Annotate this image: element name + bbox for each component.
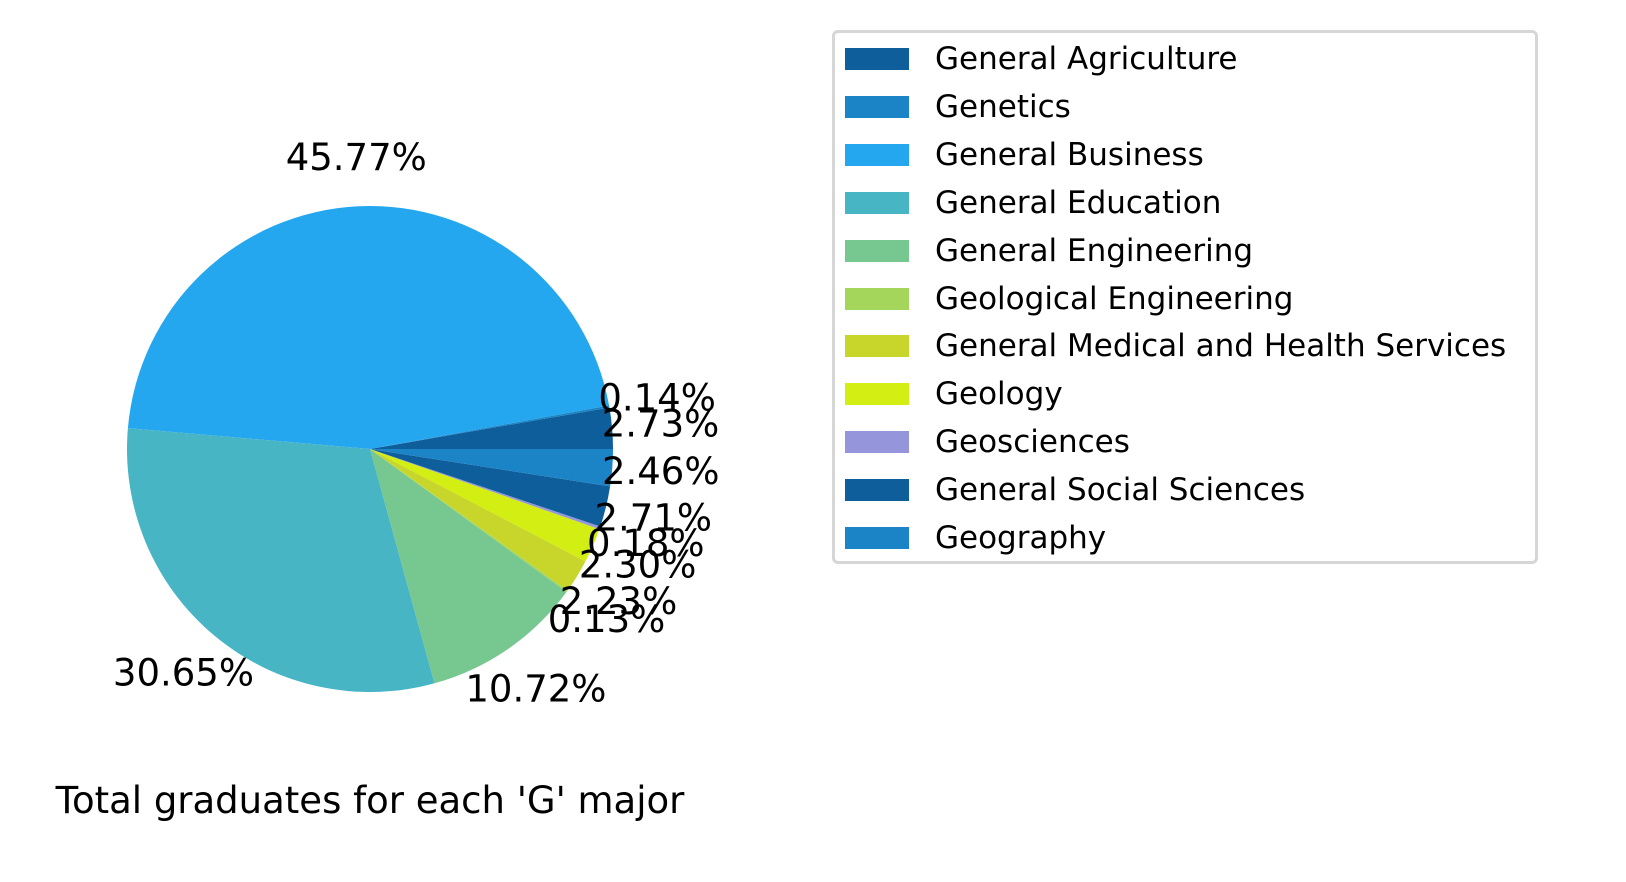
legend-label: Geological Engineering bbox=[935, 280, 1294, 317]
legend-swatch bbox=[845, 527, 909, 549]
legend-swatch bbox=[845, 431, 909, 454]
legend-swatch bbox=[845, 287, 909, 310]
legend-swatch bbox=[845, 479, 909, 502]
legend-swatch bbox=[845, 48, 909, 70]
legend-item-general-business: General Business bbox=[845, 133, 1204, 177]
pie-slice-general-business bbox=[127, 205, 610, 449]
legend-swatch bbox=[845, 191, 909, 214]
pie-slice-genetics bbox=[370, 405, 610, 449]
pie-slice-geological-engineering bbox=[370, 449, 568, 592]
percent-labels: 2.73%0.14%45.77%30.65% 10.72%0.13%2.23%2.… bbox=[113, 136, 720, 710]
pie-slice-general-education bbox=[127, 428, 435, 692]
legend-item-geology: Geology bbox=[845, 372, 1063, 416]
legend-label: Geography bbox=[935, 520, 1107, 556]
percent-label-genetics: 0.14% bbox=[598, 376, 716, 419]
percent-label-general-medical-and-health-services: 2.23% bbox=[560, 580, 678, 623]
legend-label: General Education bbox=[935, 184, 1222, 221]
legend-swatch bbox=[845, 335, 909, 358]
percent-label-general-social-sciences: 2.71% bbox=[594, 497, 712, 540]
pie-slice-general-medical-and-health-services bbox=[370, 449, 586, 591]
legend: General Agriculture Genetics General Busin… bbox=[832, 30, 1538, 564]
legend-item-genetics: Genetics bbox=[845, 85, 1071, 129]
legend-label: Geology bbox=[935, 376, 1063, 413]
legend-swatch bbox=[845, 383, 909, 406]
percent-label-geological-engineering: 0.13% bbox=[548, 598, 666, 641]
pie-slice-general-agriculture bbox=[370, 407, 613, 449]
percent-label-general-agriculture: 2.73% bbox=[602, 403, 720, 446]
legend-label: General Agriculture bbox=[935, 41, 1238, 77]
legend-label: General Medical and Health Services bbox=[935, 328, 1507, 365]
pie-slices bbox=[127, 205, 613, 692]
legend-item-geography: Geography bbox=[845, 516, 1106, 560]
percent-label-geosciences: 0.18% bbox=[587, 522, 705, 565]
legend-label: General Business bbox=[935, 136, 1204, 173]
pie-slice-general-engineering bbox=[370, 449, 567, 684]
pie-slice-geology bbox=[370, 449, 600, 562]
pie-slice-geosciences bbox=[370, 449, 601, 530]
percent-label-geology: 2.30% bbox=[579, 543, 697, 586]
legend-item-general-engineering: General Engineering bbox=[845, 229, 1253, 273]
legend-swatch bbox=[845, 95, 909, 118]
percent-label-general-education: 30.65% bbox=[113, 652, 254, 695]
legend-label: General Social Sciences bbox=[935, 472, 1306, 509]
legend-label: General Engineering bbox=[935, 232, 1254, 269]
legend-item-general-medical-and-health-services: General Medical and Health Services bbox=[845, 324, 1506, 368]
percent-label-geography: 2.46% bbox=[602, 450, 720, 493]
percent-label-general-engineering: 10.72% bbox=[465, 667, 606, 710]
percent-label-general-business: 45.77% bbox=[286, 136, 427, 179]
legend-item-geological-engineering: Geological Engineering bbox=[845, 277, 1293, 321]
legend-item-general-social-sciences: General Social Sciences bbox=[845, 468, 1305, 512]
legend-item-general-agriculture: General Agriculture bbox=[845, 37, 1238, 81]
legend-label: Geosciences bbox=[935, 424, 1130, 461]
legend-swatch bbox=[845, 239, 909, 262]
legend-label: Genetics bbox=[935, 88, 1071, 125]
legend-swatch bbox=[845, 143, 909, 166]
legend-item-geosciences: Geosciences bbox=[845, 420, 1130, 464]
legend-item-general-education: General Education bbox=[845, 181, 1221, 225]
pie-slice-general-social-sciences bbox=[370, 449, 611, 527]
pie-slice-geography bbox=[370, 449, 613, 487]
chart-title: Total graduates for each 'G' major bbox=[55, 779, 685, 822]
